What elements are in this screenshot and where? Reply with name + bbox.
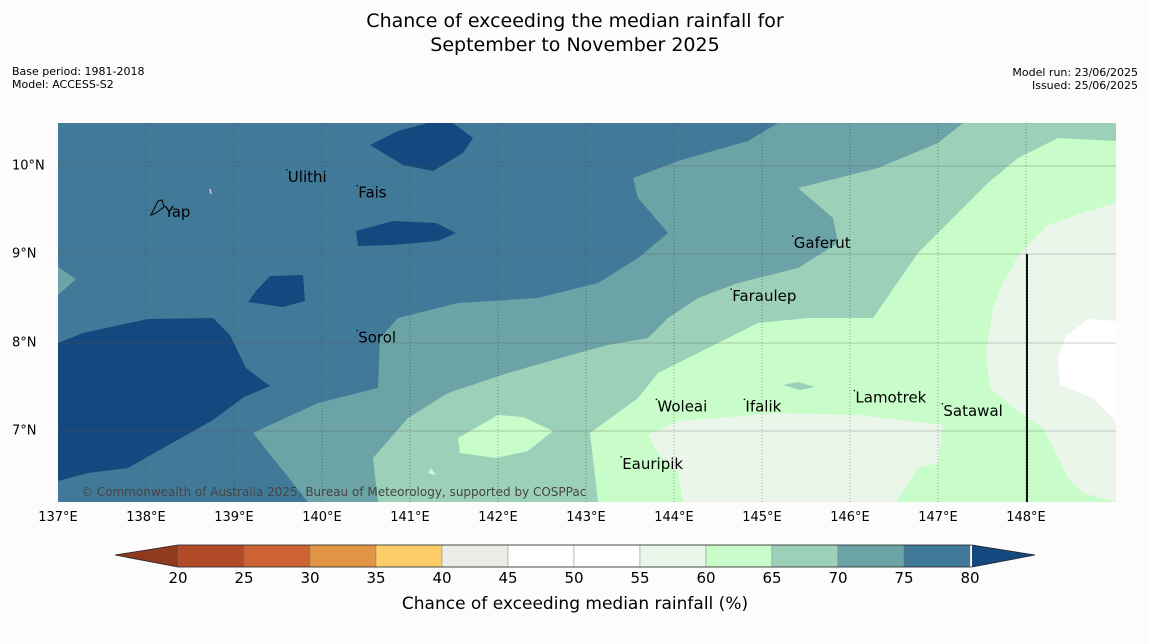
colorbar-tick: 65 bbox=[762, 569, 782, 587]
colorbar-tick: 80 bbox=[960, 569, 980, 587]
issued-text: Issued: 25/06/2025 bbox=[1031, 79, 1138, 92]
region-55-60-south bbox=[648, 413, 943, 502]
region-60-65-patch bbox=[458, 415, 553, 458]
colorbar-tick: 75 bbox=[894, 569, 914, 587]
title-line-2: September to November 2025 bbox=[430, 34, 720, 56]
place-label: Faraulep bbox=[732, 287, 796, 305]
colorbar-cell-50_55 bbox=[573, 544, 641, 568]
fais-island-marker bbox=[209, 188, 212, 195]
colorbar-cell-25_30 bbox=[243, 544, 311, 568]
model-run-text: Model run: 23/06/2025 bbox=[1012, 66, 1138, 79]
place-marker bbox=[792, 235, 794, 237]
lon-tick: 137°E bbox=[38, 510, 78, 525]
colorbar-outline bbox=[115, 544, 1036, 568]
colorbar-above-80 bbox=[972, 545, 1035, 567]
lon-tick: 145°E bbox=[742, 510, 782, 525]
yap-island bbox=[149, 199, 165, 217]
colorbar-tick: 55 bbox=[630, 569, 650, 587]
region-60-65 bbox=[590, 138, 1116, 502]
rainfall-map: © Commonwealth of Australia 2025, Bureau… bbox=[58, 123, 1116, 502]
place-label: Yap bbox=[164, 203, 191, 221]
colorbar-tick: 25 bbox=[234, 569, 254, 587]
place-label: Ifalik bbox=[745, 397, 781, 415]
model-text: Model: ACCESS-S2 bbox=[12, 78, 114, 91]
lon-tick: 146°E bbox=[830, 510, 870, 525]
region-above-80-small bbox=[248, 275, 305, 307]
lat-tick: 10°N bbox=[12, 158, 45, 174]
meta-left: Base period: 1981-2018 Model: ACCESS-S2 bbox=[12, 65, 144, 91]
colorbar bbox=[115, 544, 1036, 568]
place-marker bbox=[941, 402, 944, 405]
colorbar-tick: 30 bbox=[300, 569, 320, 587]
colorbar-cell-35_40 bbox=[375, 544, 443, 568]
lon-tick: 138°E bbox=[126, 510, 166, 525]
place-label: Sorol bbox=[358, 329, 396, 347]
region-above-80-north bbox=[370, 123, 473, 171]
colorbar-cells bbox=[177, 544, 971, 568]
places-layer: Yap Ulithi Fais Gaferut Faraulep Sorol Lamotre… bbox=[162, 168, 1003, 473]
lon-tick: 144°E bbox=[654, 510, 694, 525]
colorbar-title: Chance of exceeding median rainfall (%) bbox=[401, 594, 749, 614]
place-marker bbox=[853, 389, 856, 392]
lon-tick: 143°E bbox=[566, 510, 606, 525]
place-label: Lamotrek bbox=[855, 389, 926, 407]
colorbar-cell-75_80 bbox=[903, 544, 971, 568]
place-marker bbox=[356, 184, 359, 187]
place-marker bbox=[286, 168, 288, 171]
title-line-1: Chance of exceeding the median rainfall … bbox=[366, 10, 784, 32]
place-label: Eauripik bbox=[622, 455, 683, 473]
colorbar-tick: 40 bbox=[432, 569, 452, 587]
base-period-text: Base period: 1981-2018 bbox=[12, 65, 145, 78]
lat-gridlines bbox=[58, 165, 1116, 432]
lat-tick: 8°N bbox=[12, 335, 37, 351]
copyright-text: © Commonwealth of Australia 2025, Bureau… bbox=[81, 485, 586, 499]
lat-tick: 7°N bbox=[12, 423, 37, 439]
colorbar-cell-60_65 bbox=[705, 544, 773, 568]
place-label: Gaferut bbox=[794, 234, 851, 252]
lon-tick: 139°E bbox=[214, 510, 254, 525]
colorbar-cell-70_75 bbox=[837, 544, 905, 568]
colorbar-cell-45_50 bbox=[507, 544, 575, 568]
colorbar-cell-40_45 bbox=[441, 544, 509, 568]
place-label: Ulithi bbox=[288, 168, 327, 186]
colorbar-cell-55_60 bbox=[639, 544, 707, 568]
colorbar-tick: 45 bbox=[498, 569, 518, 587]
place-marker bbox=[356, 329, 359, 332]
colorbar-tick: 70 bbox=[828, 569, 848, 587]
lon-tick: 140°E bbox=[302, 510, 342, 525]
region-70-75-west bbox=[58, 267, 76, 295]
lon-tick: 141°E bbox=[390, 510, 430, 525]
colorbar-below-20 bbox=[115, 545, 178, 567]
lat-tick: 9°N bbox=[12, 246, 37, 262]
place-marker bbox=[730, 288, 732, 290]
region-60-65-dot bbox=[428, 468, 436, 475]
gridlines bbox=[145, 123, 1027, 502]
chart-title: Chance of exceeding the median rainfall … bbox=[0, 9, 1150, 57]
colorbar-cell-20_25 bbox=[177, 544, 245, 568]
colorbar-cell-65_70 bbox=[771, 544, 839, 568]
place-marker bbox=[162, 204, 165, 206]
colorbar-tick: 35 bbox=[366, 569, 386, 587]
meta-right: Model run: 23/06/2025 Issued: 25/06/2025 bbox=[1012, 66, 1138, 92]
region-above-80-west bbox=[58, 318, 270, 481]
place-marker bbox=[620, 455, 622, 458]
place-marker bbox=[655, 398, 658, 401]
lon-tick: 147°E bbox=[918, 510, 958, 525]
map-svg: © Commonwealth of Australia 2025, Bureau… bbox=[58, 123, 1116, 502]
region-65-70-small bbox=[783, 382, 815, 390]
colorbar-tick: 20 bbox=[168, 569, 188, 587]
colorbar-cell-30_35 bbox=[309, 544, 377, 568]
lon-tick: 142°E bbox=[478, 510, 518, 525]
place-marker bbox=[743, 398, 746, 401]
region-45-55-east bbox=[1058, 319, 1116, 421]
place-label: Satawal bbox=[943, 402, 1002, 420]
lon-tick: 148°E bbox=[1006, 510, 1046, 525]
colorbar-tick: 50 bbox=[564, 569, 584, 587]
colorbar-tick: 60 bbox=[696, 569, 716, 587]
region-above-80-mid bbox=[356, 221, 456, 246]
place-label: Woleai bbox=[657, 397, 707, 415]
place-label: Fais bbox=[358, 184, 387, 202]
region-55-60-east bbox=[986, 203, 1116, 502]
